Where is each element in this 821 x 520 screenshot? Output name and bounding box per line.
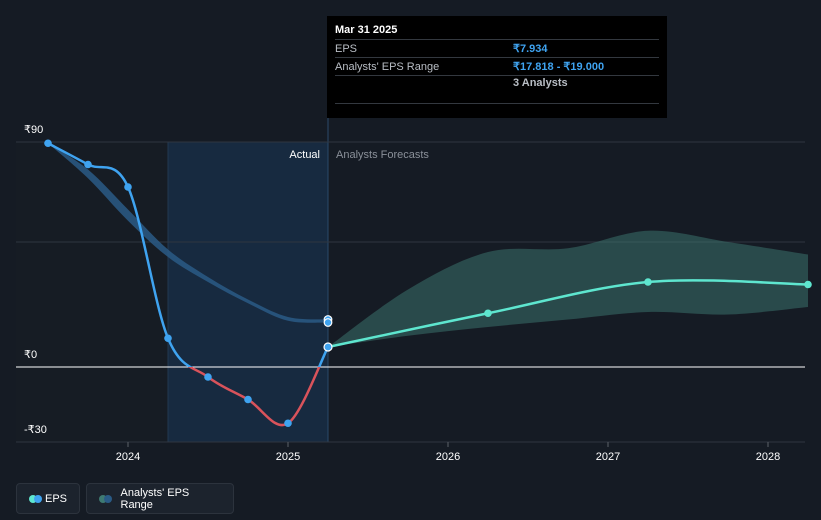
- x-tick-label-2024: 2024: [116, 451, 140, 463]
- range-legend-dot-2: [104, 494, 112, 503]
- eps-legend-icon: [29, 494, 42, 503]
- eps-point-4: [204, 373, 212, 381]
- pre-actual-region: [16, 142, 168, 442]
- tooltip-eps-label: EPS: [335, 42, 358, 55]
- eps-forecast-point-3: [804, 280, 812, 289]
- legend-range-label: Analysts' EPS Range: [120, 486, 190, 511]
- eps-point-5: [244, 395, 252, 404]
- actual-label: Actual: [289, 149, 320, 161]
- legend-eps[interactable]: EPS: [16, 483, 80, 514]
- x-tick-label-2027: 2027: [596, 451, 620, 463]
- x-tick-label-2026: 2026: [436, 451, 460, 463]
- range-legend-icon: [99, 494, 113, 503]
- eps-line-positive: [47, 142, 330, 367]
- past-analysts-range-band: [48, 143, 328, 323]
- eps-point-7: [323, 342, 333, 352]
- y-tick-label-2: -₹30: [24, 424, 47, 436]
- forecast-label: Analysts Forecasts: [336, 149, 429, 161]
- range-low-point: [323, 318, 333, 327]
- tooltip-date: Mar 31 2025: [335, 24, 398, 36]
- eps-point-3: [164, 334, 172, 343]
- tooltip-row-eps: EPS ₹7.934: [335, 39, 659, 57]
- actual-region: [168, 142, 328, 442]
- x-tick-label-2025: 2025: [276, 451, 300, 463]
- eps-forecast-line: [327, 279, 809, 349]
- legend-eps-label: EPS: [44, 492, 67, 505]
- y-tick-label-0: ₹90: [24, 124, 43, 136]
- tooltip-range-value: ₹17.818 - ₹19.000: [513, 61, 605, 73]
- eps-point-2: [124, 183, 132, 191]
- chart-background: [16, 100, 329, 442]
- tooltip-row-range: Analysts' EPS Range ₹17.818 - ₹19.000: [335, 57, 659, 75]
- eps-forecast-point-1: [484, 309, 492, 318]
- x-tick-label-2028: 2028: [756, 451, 780, 463]
- axes: 2024 2025 2026 2027 2028 ₹90 ₹0 -₹30: [24, 124, 780, 463]
- legend-analysts-range[interactable]: Analysts' EPS Range: [86, 483, 234, 514]
- eps-points: [44, 139, 812, 428]
- eps-point-0: [44, 139, 52, 148]
- eps-point-6: [284, 419, 292, 428]
- range-bands: [48, 143, 808, 347]
- tooltip-eps-value: ₹7.934: [513, 43, 548, 55]
- tooltip-analysts: 3 Analysts: [513, 77, 568, 89]
- range-legend-dot-1: [99, 494, 107, 503]
- eps-legend-dot-2: [34, 494, 42, 503]
- tooltip-range-label: Analysts' EPS Range: [335, 60, 440, 73]
- tooltip-row-analysts: 3 Analysts: [335, 75, 659, 104]
- eps-legend-dot-1: [29, 494, 37, 503]
- analysts-range-band: [328, 230, 808, 347]
- eps-point-1: [84, 160, 92, 169]
- eps-forecast-point-2: [644, 278, 652, 286]
- tooltip: Mar 31 2025 EPS ₹7.934 Analysts' EPS Ran…: [327, 16, 667, 118]
- y-tick-label-1: ₹0: [24, 349, 37, 361]
